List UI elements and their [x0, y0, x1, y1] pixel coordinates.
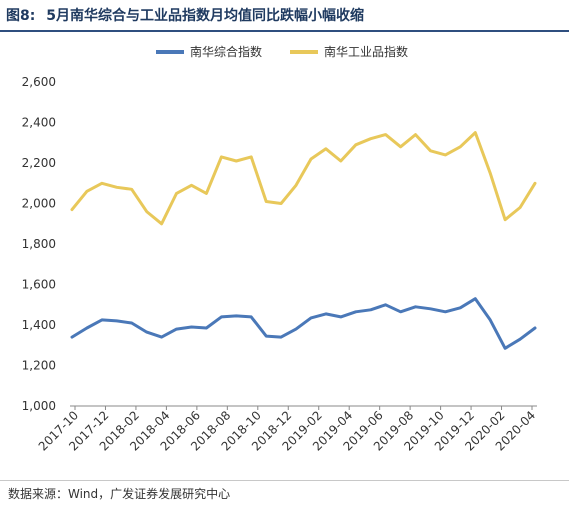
legend-label: 南华工业品指数	[324, 44, 408, 59]
y-tick-label: 1,600	[22, 278, 56, 292]
y-tick-label: 1,400	[22, 318, 56, 332]
title-divider	[0, 30, 569, 32]
line-chart: 南华综合指数 南华工业品指数 1,000 1,200 1,400 1,600 1,800 2…	[22, 44, 538, 454]
data-point	[279, 335, 283, 339]
data-point	[309, 157, 313, 161]
data-point	[414, 305, 417, 308]
data-point	[190, 325, 193, 329]
title-bar: 图8: 5月南华综合与工业品指数月均值同比跌幅小幅收缩	[0, 0, 569, 32]
data-point	[100, 318, 104, 322]
data-point	[324, 147, 328, 151]
y-tick-label: 1,000	[22, 399, 56, 413]
data-point	[488, 171, 492, 175]
figure-label: 图8:	[6, 8, 36, 24]
data-point	[399, 310, 402, 314]
data-point	[235, 314, 238, 318]
data-point	[175, 192, 178, 195]
data-point	[474, 297, 477, 300]
data-point	[205, 192, 208, 195]
data-point	[354, 143, 357, 146]
data-point	[339, 315, 343, 319]
data-point	[309, 316, 313, 320]
data-point	[145, 210, 148, 213]
data-point	[444, 153, 447, 157]
data-point	[130, 188, 133, 191]
data-point	[160, 335, 163, 339]
data-point	[488, 318, 492, 322]
data-point	[429, 307, 432, 310]
legend: 南华综合指数 南华工业品指数	[156, 44, 408, 59]
data-point	[518, 206, 522, 209]
data-point	[279, 202, 283, 205]
data-point	[459, 145, 462, 148]
data-point	[130, 321, 133, 325]
data-point	[85, 190, 89, 193]
y-axis: 1,000 1,200 1,400 1,600 1,800 2,000 2,200 2,400…	[22, 75, 56, 413]
data-point	[250, 155, 253, 159]
data-point	[220, 155, 223, 159]
data-point	[414, 133, 417, 136]
data-point	[100, 182, 104, 185]
data-point	[264, 334, 268, 338]
data-point	[294, 184, 298, 187]
data-point	[369, 308, 372, 312]
y-tick-label: 2,000	[22, 197, 56, 211]
data-point	[115, 319, 119, 323]
data-point	[70, 208, 74, 211]
data-point	[190, 184, 193, 187]
data-point	[205, 326, 208, 330]
plot-area	[70, 131, 537, 350]
data-point	[145, 330, 148, 334]
data-point	[474, 131, 477, 134]
y-tick-label: 2,600	[22, 75, 56, 89]
y-tick-label: 1,800	[22, 237, 56, 251]
source-note: 数据来源：Wind，广发证券发展研究中心	[8, 487, 231, 501]
data-point	[235, 159, 238, 163]
data-point	[160, 222, 163, 225]
data-point	[324, 312, 328, 316]
y-tick-label: 1,200	[22, 359, 56, 373]
data-point	[354, 310, 357, 314]
chart-title: 图8: 5月南华综合与工业品指数月均值同比跌幅小幅收缩	[6, 5, 364, 25]
data-point	[533, 182, 537, 185]
source-divider	[0, 480, 569, 481]
series-line	[70, 131, 537, 226]
data-point	[384, 133, 387, 136]
figure-title: 5月南华综合与工业品指数月均值同比跌幅小幅收缩	[46, 8, 364, 24]
x-axis: 2017-102017-122018-022018-042018-062018-…	[36, 405, 538, 454]
series-1	[70, 297, 537, 350]
series-2	[70, 131, 537, 226]
y-tick-label: 2,200	[22, 156, 56, 170]
data-point	[444, 310, 447, 314]
data-point	[175, 327, 178, 331]
data-point	[115, 186, 119, 189]
data-point	[220, 315, 223, 319]
series-line	[70, 297, 537, 350]
data-point	[503, 347, 507, 350]
legend-label: 南华综合指数	[190, 44, 262, 59]
data-point	[518, 337, 522, 341]
data-point	[533, 326, 537, 330]
data-point	[264, 200, 268, 203]
data-point	[459, 306, 462, 309]
data-point	[503, 218, 507, 221]
data-point	[85, 326, 89, 330]
data-point	[369, 137, 372, 140]
y-tick-label: 2,400	[22, 116, 56, 130]
data-point	[70, 335, 74, 339]
data-point	[384, 303, 387, 306]
data-point	[294, 327, 298, 331]
data-point	[250, 315, 253, 319]
data-point	[399, 145, 402, 148]
data-point	[429, 149, 432, 153]
data-point	[339, 159, 343, 163]
